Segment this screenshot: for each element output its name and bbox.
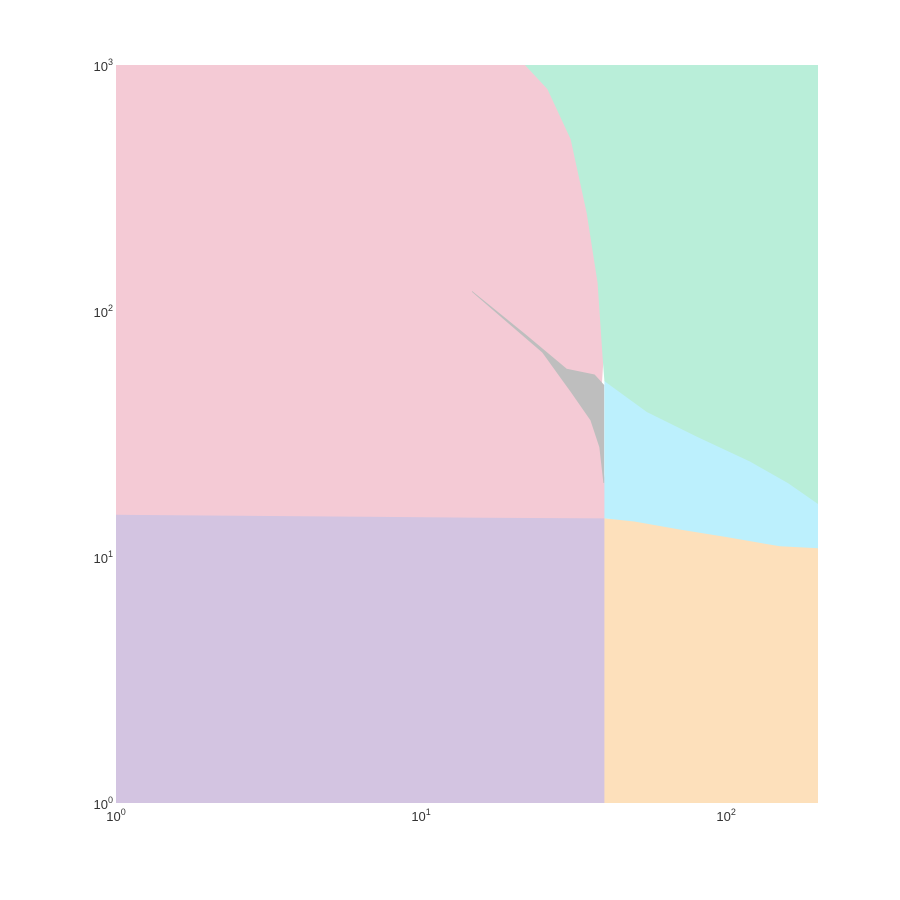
x-tick-label: 102 [716,807,735,824]
x-tick-label: 101 [411,807,430,824]
region-purple [116,514,606,803]
x-tick-label: 100 [106,807,125,824]
region-gray [471,291,605,483]
regions-layer [116,65,818,803]
region-green [524,65,818,504]
y-tick-label: 102 [94,303,113,320]
region-orange [604,518,818,803]
region-pink [116,65,606,519]
axes-layer: 100 101 102 100 101 102 103 [94,57,736,824]
y-tick-label: 103 [94,57,113,74]
y-tick-label: 101 [94,549,113,566]
y-tick-label: 100 [94,795,113,812]
